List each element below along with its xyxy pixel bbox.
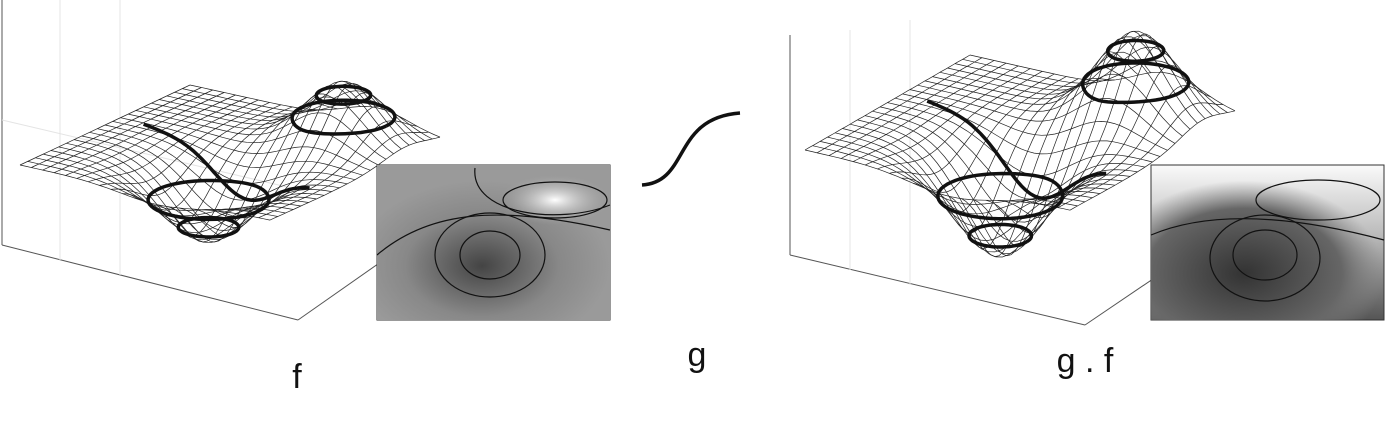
mesh-line	[189, 84, 441, 138]
panel-label: g . f	[1057, 342, 1114, 380]
mesh-line	[104, 124, 356, 184]
mesh-line	[997, 30, 1163, 218]
mesh-line	[290, 98, 397, 136]
mesh-line	[894, 97, 1161, 157]
mesh-line	[176, 215, 241, 239]
mesh-line	[1105, 38, 1166, 63]
surface-mesh	[19, 80, 441, 244]
mesh-line	[954, 46, 1221, 115]
mesh-line	[112, 121, 363, 176]
mesh-line	[128, 113, 379, 166]
mesh-line	[143, 96, 394, 155]
mesh-line	[967, 222, 1034, 249]
mesh-line	[76, 97, 247, 179]
sigmoid-curve	[641, 111, 741, 187]
mesh-line	[174, 90, 425, 141]
mesh-line	[142, 122, 310, 202]
mesh-line	[65, 94, 236, 176]
mesh-line	[258, 131, 429, 219]
mesh-line	[146, 178, 271, 222]
mesh-line	[887, 102, 1153, 177]
mesh-line	[840, 62, 1007, 159]
mesh-line	[937, 80, 1103, 249]
mesh-line	[1057, 102, 1223, 208]
mesh-line	[314, 84, 373, 106]
surface-mesh	[804, 30, 1236, 258]
mesh-line	[1045, 85, 1212, 206]
mesh-line	[135, 110, 387, 160]
mesh-line	[1009, 33, 1176, 206]
mesh-line	[917, 73, 1183, 137]
mesh-line	[985, 37, 1151, 234]
mesh-line	[179, 93, 350, 237]
mesh-line	[804, 54, 971, 151]
mesh-line	[1069, 110, 1236, 211]
mesh-line	[924, 51, 1191, 130]
mesh-line	[909, 89, 1176, 144]
mesh-line	[58, 146, 309, 241]
mesh-line	[120, 117, 371, 171]
mesh-line	[926, 99, 1107, 201]
mesh-line	[857, 119, 1123, 254]
contour-inset	[1150, 164, 1385, 321]
panel-label: f	[292, 358, 302, 396]
mesh-line	[53, 92, 225, 174]
mesh-line	[1080, 61, 1191, 105]
contour-inset	[376, 164, 611, 321]
mesh-line	[932, 36, 1198, 124]
mesh-line	[159, 80, 410, 146]
mesh-line	[936, 171, 1065, 221]
mesh-line	[269, 136, 441, 221]
mesh-line	[247, 120, 418, 216]
mesh-line	[939, 30, 1206, 119]
mesh-line	[973, 51, 1139, 248]
mesh-line	[902, 93, 1168, 151]
panel-label: g	[688, 336, 707, 374]
mesh-line	[235, 105, 407, 214]
mesh-line	[969, 54, 1236, 112]
mesh-line	[877, 70, 1043, 170]
